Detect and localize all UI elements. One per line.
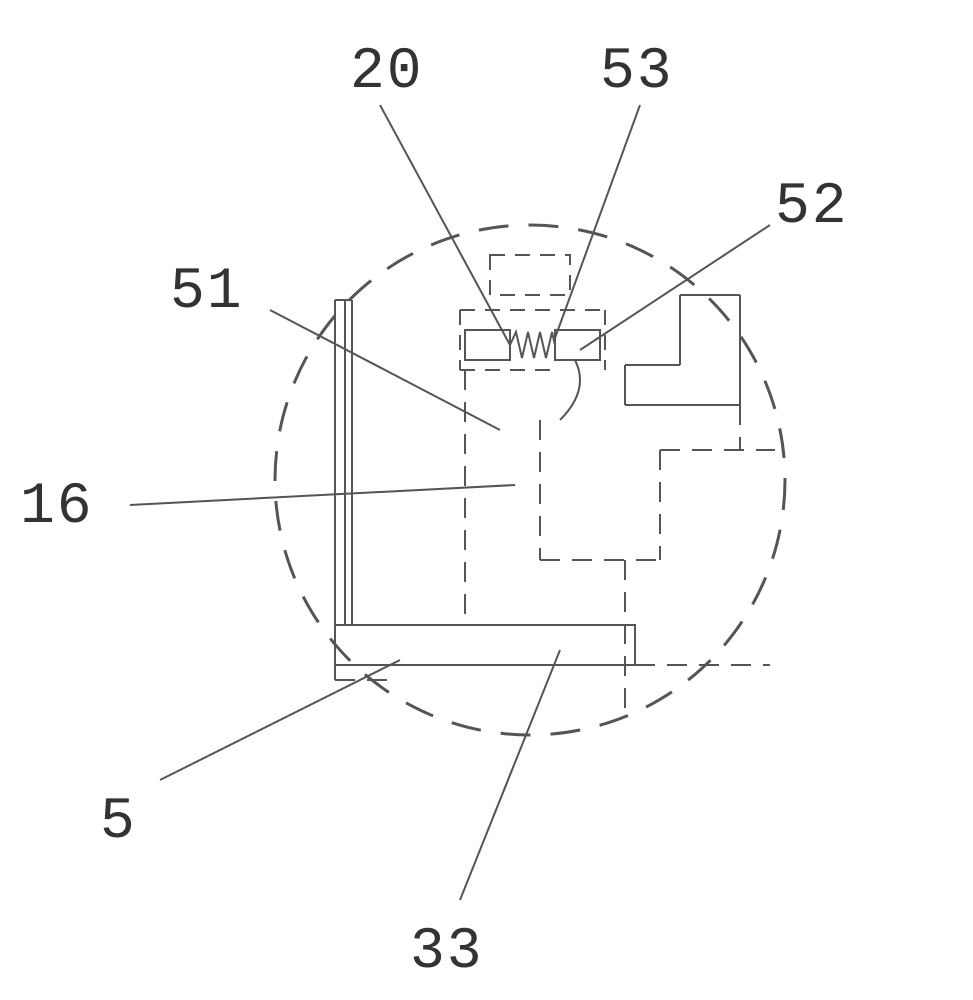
leader-lines (130, 105, 770, 900)
label-33: 33 (410, 920, 484, 985)
bottom-dashed (335, 560, 770, 710)
label-5: 5 (100, 790, 137, 855)
technical-diagram (0, 0, 973, 1000)
bottom-bar (335, 625, 635, 665)
right-block (555, 330, 600, 360)
hook-curve (560, 360, 580, 420)
label-53: 53 (600, 40, 674, 105)
right-dashed (540, 405, 775, 560)
label-51: 51 (170, 260, 244, 325)
label-52: 52 (775, 175, 849, 240)
label-16: 16 (20, 475, 94, 540)
label-20: 20 (350, 40, 424, 105)
top-tab (490, 255, 570, 295)
inner-dashed (465, 370, 540, 625)
spring (510, 332, 555, 358)
